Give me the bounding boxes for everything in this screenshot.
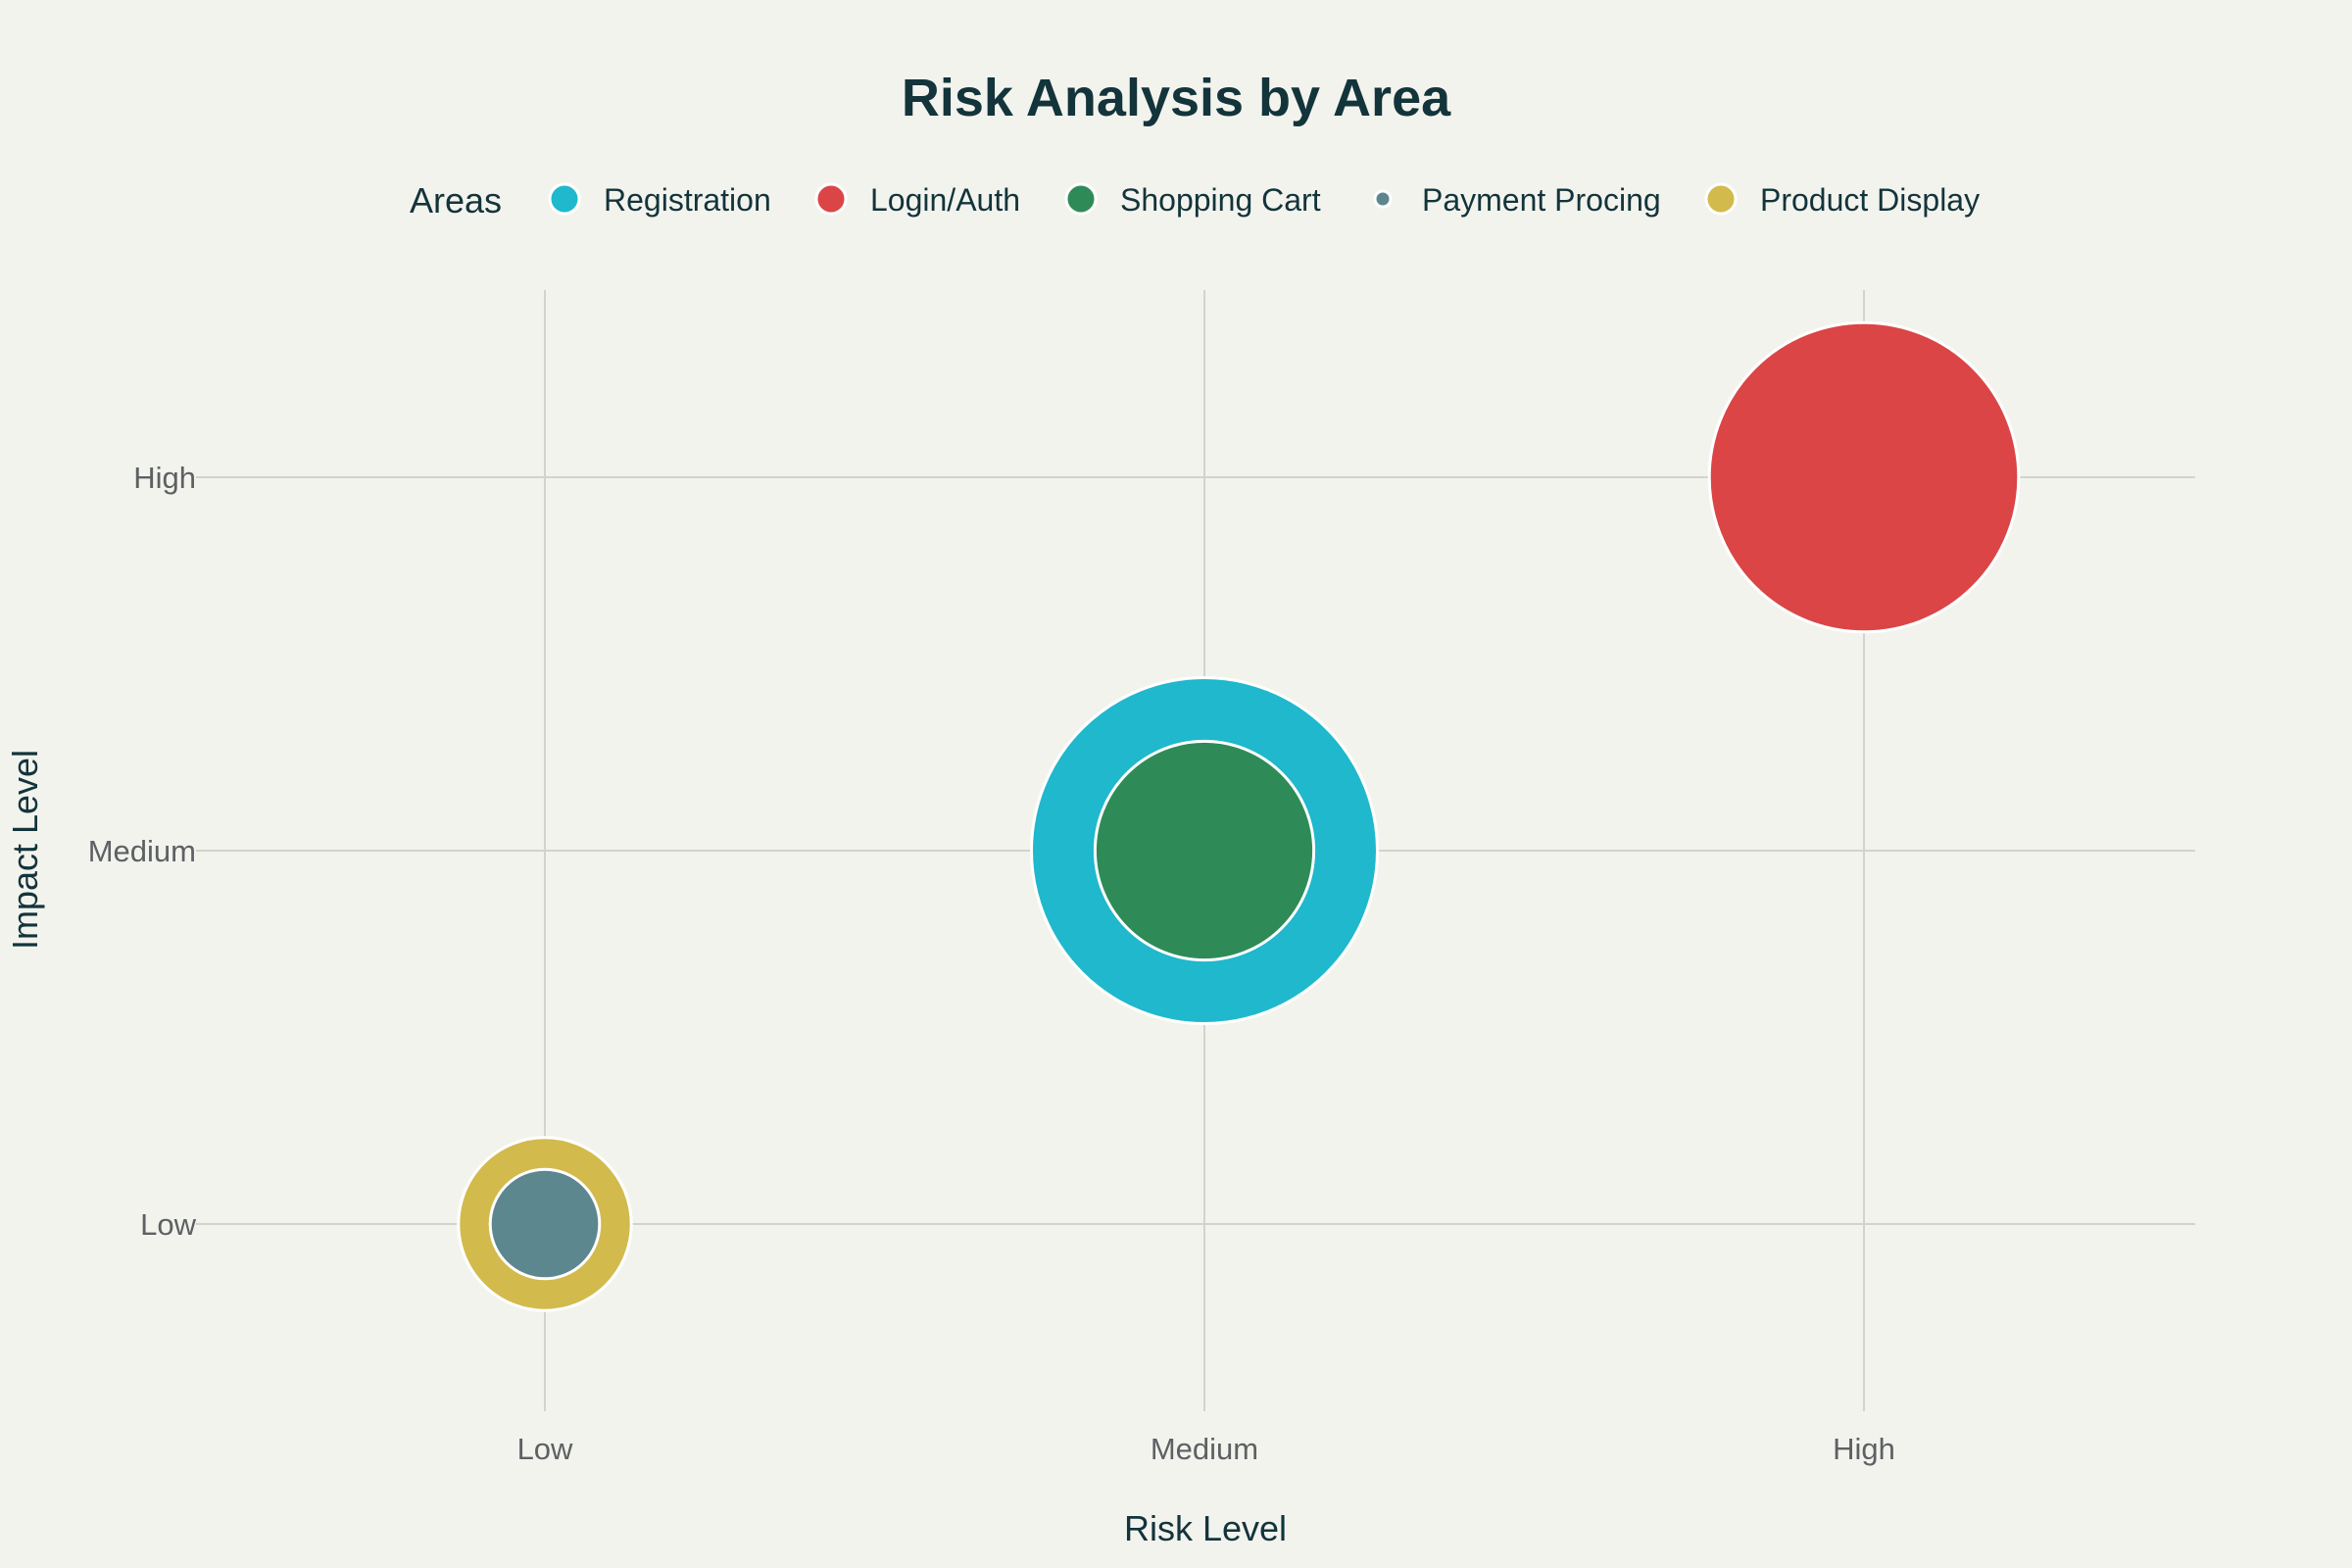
legend-item[interactable]: Product Display [1704,182,1980,218]
legend-title: Areas [410,180,502,220]
legend-item[interactable]: Login/Auth [814,182,1020,218]
y-axis-title: Impact Level [5,750,45,950]
y-tick-label: Low [140,1207,196,1242]
legend-marker [1064,182,1098,216]
bubble-payment-procing[interactable] [488,1167,602,1281]
legend-marker [814,182,848,216]
legend-item[interactable]: Registration [548,182,771,218]
bubbles [457,320,2021,1312]
legend-label: Payment Procing [1422,182,1661,218]
axis-ticks: Low Medium High Low Medium High [88,461,1895,1466]
legend-marker [548,182,581,216]
x-axis-title: Risk Level [1124,1508,1287,1548]
legend-item[interactable]: Shopping Cart [1064,182,1321,218]
x-tick-label: Medium [1151,1432,1258,1466]
y-tick-label: High [133,461,196,495]
bubble-shopping-cart[interactable] [1093,739,1316,962]
legend: Areas Registration Login/Auth Shopping Car… [410,180,1980,220]
legend-marker [1704,182,1738,216]
legend-item[interactable]: Payment Procing [1373,182,1661,218]
legend-label: Registration [604,182,771,218]
legend-label: Shopping Cart [1120,182,1321,218]
x-tick-label: Low [517,1432,573,1466]
legend-marker [1373,189,1393,209]
bubble-login-auth[interactable] [1707,320,2021,634]
y-tick-label: Medium [88,834,196,868]
legend-label: Login/Auth [870,182,1020,218]
x-tick-label: High [1833,1432,1895,1466]
legend-label: Product Display [1760,182,1980,218]
chart-title: Risk Analysis by Area [902,69,1451,127]
